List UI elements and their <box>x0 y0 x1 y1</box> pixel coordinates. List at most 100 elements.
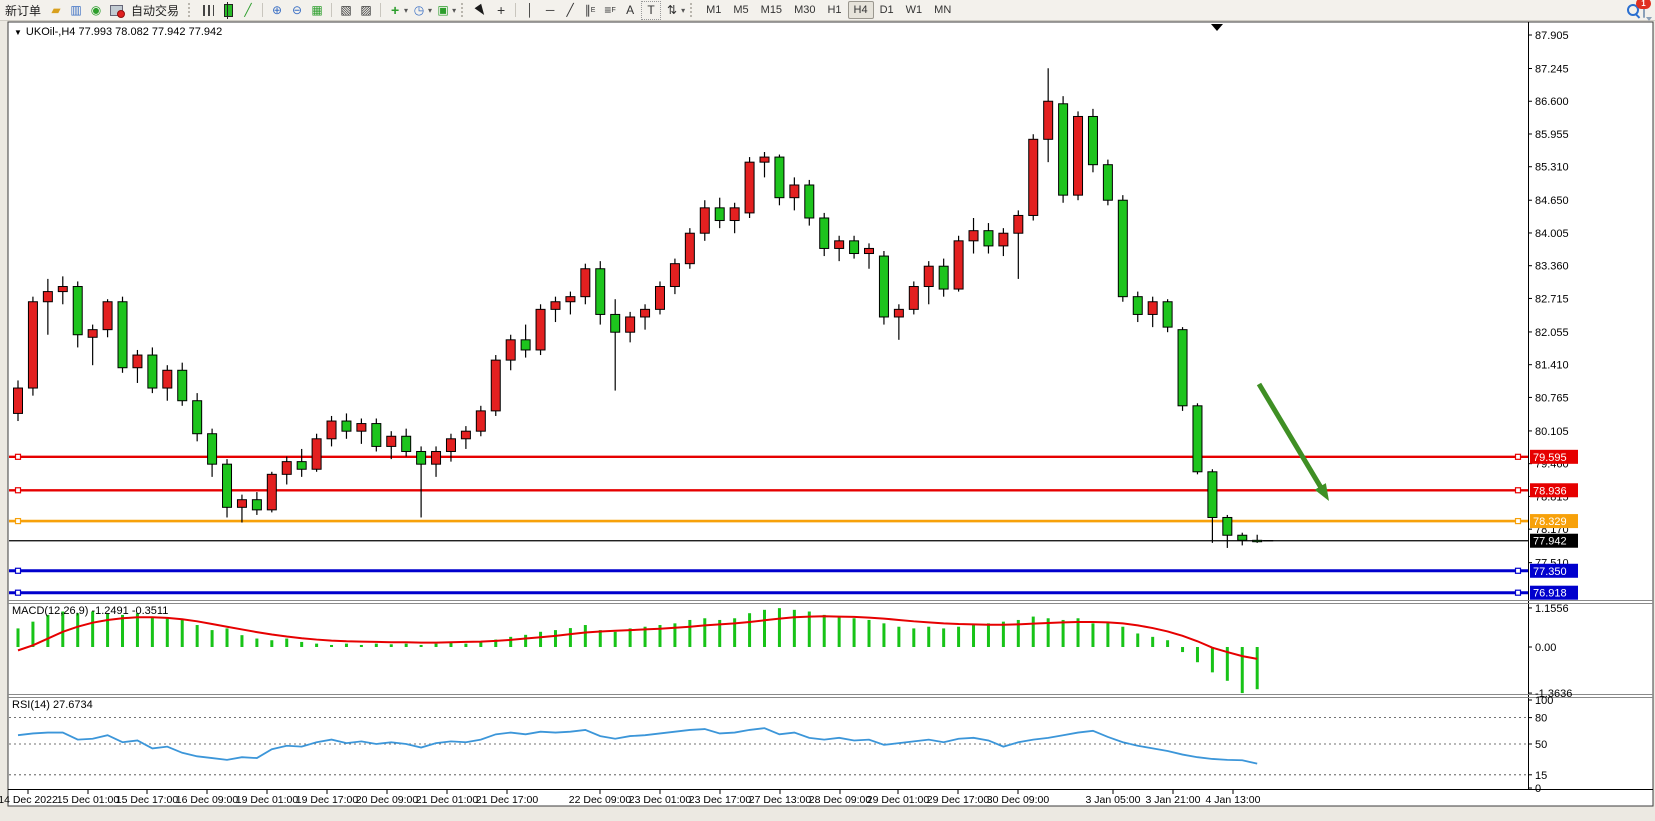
hline-handle[interactable] <box>1514 567 1522 574</box>
text-label-tool-icon[interactable]: T <box>641 0 662 20</box>
autotrade-icon[interactable] <box>107 2 125 19</box>
hline-handle[interactable] <box>1514 517 1522 525</box>
auto-trading-button[interactable]: 自动交易 <box>131 3 180 18</box>
price-tag-label: 79.595 <box>1533 452 1567 464</box>
candle-down <box>1207 471 1218 518</box>
line-chart-type-icon[interactable]: ╱ <box>244 3 252 17</box>
channel-tool-icon[interactable]: ∥ E <box>584 3 596 17</box>
timeframe-h1-button[interactable]: H1 <box>827 4 842 16</box>
candle-up <box>1043 100 1054 140</box>
candle-up <box>27 301 38 389</box>
toolbar-separator <box>262 3 264 17</box>
candle-up <box>431 450 442 465</box>
time-axis-label: 3 Jan 05:00 <box>1086 794 1141 806</box>
time-axis-label: 19 Dec 01:00 <box>236 794 299 806</box>
macd-tick-label: 0.00 <box>1535 642 1556 654</box>
notifications-button[interactable]: 1 <box>1636 0 1651 18</box>
timeframe-w1-button[interactable]: W1 <box>905 4 923 16</box>
time-axis-label: 16 Dec 09:00 <box>176 794 239 806</box>
time-axis-label: 30 Dec 09:00 <box>987 794 1050 806</box>
template-icon[interactable]: ▣ <box>437 3 449 17</box>
hline-handle[interactable] <box>14 453 22 460</box>
chart-shift-marker[interactable] <box>1211 24 1223 31</box>
candle-down <box>804 184 815 219</box>
add-indicator-icon[interactable]: + <box>390 2 400 18</box>
macd-histogram-bar <box>1195 647 1199 663</box>
vertical-line-tool-icon[interactable]: │ <box>526 3 534 17</box>
macd-histogram-bar <box>583 625 587 647</box>
trend-arrow-annotation[interactable] <box>1256 382 1327 495</box>
timeframe-m1-button[interactable]: M1 <box>706 4 722 16</box>
price-tag-78.329[interactable] <box>1530 514 1578 529</box>
bar-chart-type-icon[interactable] <box>199 2 217 19</box>
time-axis-label: 14 Dec 2022 <box>0 794 58 806</box>
time-axis-label: 15 Dec 17:00 <box>116 794 179 806</box>
price-tag-77.350[interactable] <box>1530 563 1578 578</box>
time-axis-label: 15 Dec 01:00 <box>57 794 120 806</box>
candle-up <box>565 296 576 303</box>
period-dropdown-icon[interactable]: ▾ <box>428 5 433 15</box>
timeframe-h4-button[interactable]: H4 <box>847 1 874 19</box>
new-order-button[interactable]: 新订单 <box>5 3 42 18</box>
candle-down <box>72 286 83 336</box>
arrange-charts-alt-icon[interactable]: ▨ <box>360 3 372 17</box>
indicator-dropdown-icon[interactable]: ▾ <box>404 5 409 15</box>
toolbar-drag-handle <box>461 3 467 17</box>
symbol-dropdown-icon[interactable]: ▼ <box>14 28 22 37</box>
candlestick-chart-type-icon[interactable] <box>219 1 237 19</box>
horizontal-line-tool-icon[interactable]: ─ <box>545 3 555 17</box>
price-tag-76.918[interactable] <box>1530 585 1578 600</box>
price-tag-78.936[interactable] <box>1530 483 1578 498</box>
time-axis-label: 3 Jan 21:00 <box>1146 794 1201 806</box>
hline-handle[interactable] <box>14 487 22 494</box>
candle-up <box>535 308 546 351</box>
zoom-in-icon[interactable]: ⊕ <box>272 3 283 17</box>
fibonacci-tool-icon[interactable]: ≡ F <box>604 3 616 17</box>
signal-icon[interactable]: ◉ <box>90 3 102 17</box>
macd-histogram-bar <box>1076 618 1080 647</box>
timeframe-m30-button[interactable]: M30 <box>794 4 816 16</box>
price-tag-79.595[interactable] <box>1530 449 1578 464</box>
candle-up <box>729 207 740 222</box>
text-tool-icon[interactable]: A <box>626 3 635 17</box>
macd-histogram-bar <box>539 631 543 647</box>
hline-handle[interactable] <box>1514 589 1522 596</box>
crosshair-icon[interactable]: + <box>496 2 506 18</box>
macd-histogram-bar <box>553 630 557 647</box>
macd-histogram-bar <box>106 613 110 647</box>
hline-handle[interactable] <box>14 517 22 525</box>
candle-up <box>834 240 845 249</box>
macd-histogram-bar <box>957 626 961 647</box>
price-tag-77.942[interactable] <box>1530 533 1578 548</box>
hline-handle[interactable] <box>14 589 22 596</box>
macd-histogram-bar <box>777 608 781 647</box>
shapes-tool-icon[interactable]: ⇅ <box>667 3 678 17</box>
timeframe-m5-button[interactable]: M5 <box>733 4 749 16</box>
timeframe-d1-button[interactable]: D1 <box>879 4 894 16</box>
hline-handle[interactable] <box>1514 453 1522 460</box>
market-watch-icon[interactable]: ▥ <box>70 3 82 17</box>
macd-histogram-bar <box>912 628 916 647</box>
macd-histogram-bar <box>135 613 139 647</box>
timeframe-mn-button[interactable]: MN <box>934 4 952 16</box>
hline-handle[interactable] <box>1514 487 1522 494</box>
macd-histogram-bar <box>688 619 692 647</box>
template-dropdown-icon[interactable]: ▾ <box>452 5 457 15</box>
search-icon[interactable] <box>1624 2 1642 19</box>
macd-histogram-bar <box>359 644 363 647</box>
shapes-dropdown-icon[interactable]: ▾ <box>681 5 686 15</box>
candle-down <box>341 420 352 432</box>
timeframe-m15-button[interactable]: M15 <box>760 4 783 16</box>
arrange-charts-icon[interactable]: ▧ <box>340 3 352 17</box>
zoom-out-icon[interactable]: ⊖ <box>292 3 303 17</box>
tile-windows-icon[interactable]: ▦ <box>311 3 323 17</box>
ticket-icon[interactable]: ▰ <box>51 3 61 17</box>
clock-icon[interactable]: ◷ <box>413 3 425 17</box>
price-tick-label: 85.310 <box>1535 162 1569 174</box>
chart-title[interactable]: ▼ UKOil-,H4 77.993 78.082 77.942 77.942 <box>14 26 222 38</box>
trendline-tool-icon[interactable]: ╱ <box>566 3 574 17</box>
candle-down <box>878 255 889 318</box>
hline-handle[interactable] <box>14 567 22 574</box>
macd-histogram-bar <box>1016 619 1020 647</box>
